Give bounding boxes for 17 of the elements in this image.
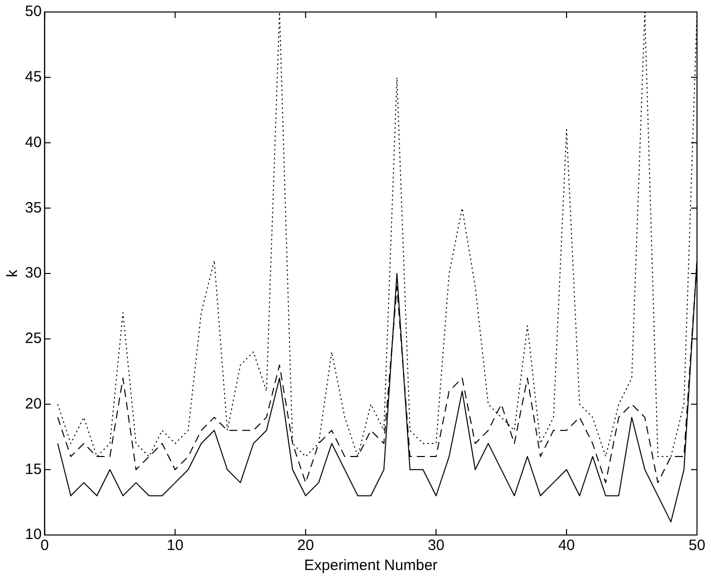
x-tick-label: 0 <box>40 537 49 554</box>
y-tick-label: 35 <box>24 199 42 216</box>
x-tick-label: 50 <box>688 537 706 554</box>
x-tick-label: 40 <box>558 537 575 554</box>
y-tick-label: 15 <box>24 460 42 478</box>
y-tick-label: 30 <box>24 264 42 282</box>
x-axis-title: Experiment Number <box>304 557 438 574</box>
y-tick-label: 10 <box>24 526 42 544</box>
x-tick-label: 10 <box>166 537 184 554</box>
x-tick-label: 30 <box>428 537 444 554</box>
y-axis-title: k <box>4 269 22 278</box>
y-tick-label: 40 <box>24 134 42 151</box>
y-tick-label: 50 <box>24 3 42 20</box>
y-tick-label: 25 <box>24 330 42 348</box>
y-tick-label: 45 <box>24 68 42 86</box>
y-tick-label: 20 <box>24 395 42 412</box>
x-tick-label: 20 <box>297 537 314 554</box>
